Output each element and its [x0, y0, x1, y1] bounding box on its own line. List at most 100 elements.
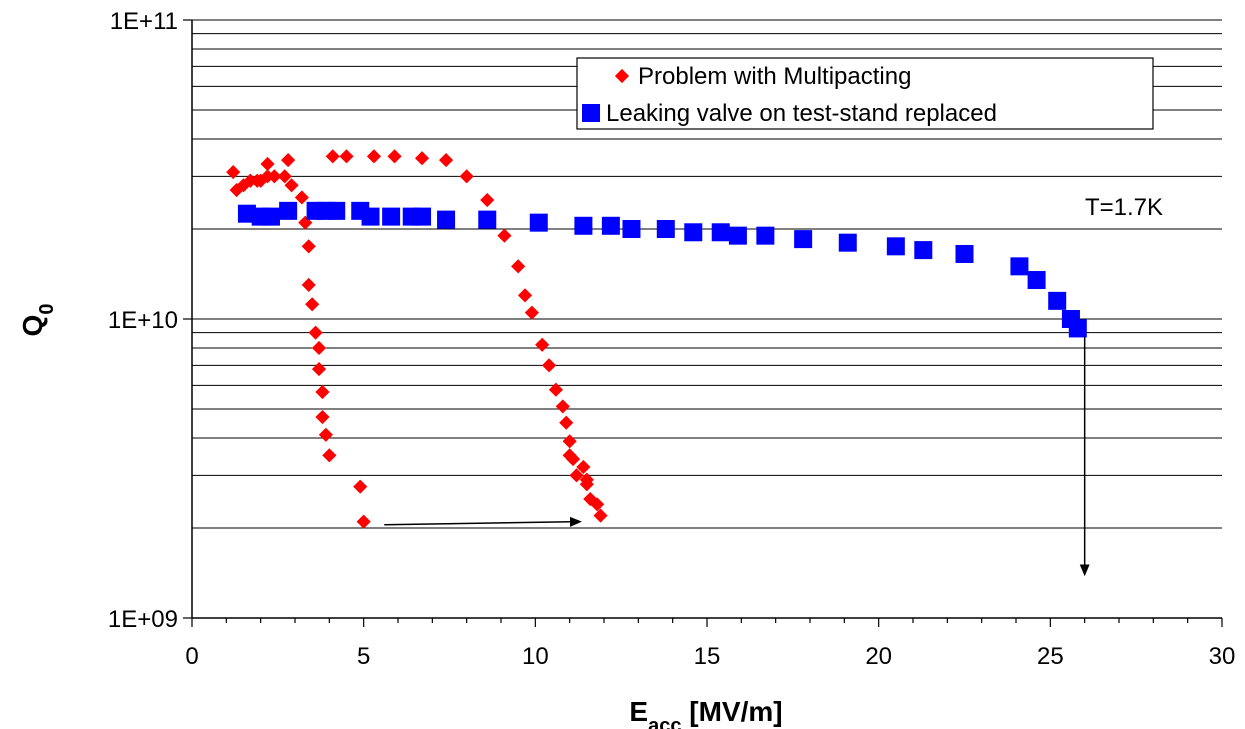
data-point-square [1048, 291, 1067, 310]
data-point-diamond [305, 297, 320, 312]
data-point-diamond [315, 409, 330, 425]
x-tick-label: 30 [1209, 643, 1236, 670]
data-point-square [955, 244, 974, 263]
data-point-diamond [497, 228, 512, 243]
data-point-square [1068, 319, 1087, 338]
data-point-diamond [353, 479, 368, 494]
data-point-diamond [562, 448, 577, 463]
x-tick-label: 5 [357, 643, 370, 670]
data-point-diamond [459, 169, 474, 184]
data-point-square [684, 223, 703, 242]
legend-item-leaking-valve: Leaking valve on test-stand replaced [582, 100, 997, 127]
data-point-diamond [284, 178, 299, 193]
data-point-diamond [308, 325, 323, 340]
data-point-square [1027, 271, 1046, 290]
y-tick-label: 1E+10 [108, 307, 178, 334]
data-point-square [574, 216, 593, 235]
x-tick-label: 0 [185, 643, 198, 670]
data-point-diamond [562, 434, 577, 449]
x-tick-label: 15 [694, 643, 721, 670]
data-point-diamond [277, 169, 292, 184]
data-point-diamond [541, 358, 557, 373]
data-point-square [622, 219, 641, 238]
legend-marker-diamond [614, 68, 630, 84]
x-tick-label: 10 [522, 643, 549, 670]
legend-label-leaking-valve: Leaking valve on test-stand replaced [606, 100, 997, 127]
arrow [384, 516, 582, 527]
data-point-square [914, 241, 933, 260]
data-point-diamond [590, 497, 605, 512]
y-tick-label: 1E+09 [108, 606, 178, 633]
arrows-layer [384, 337, 1090, 577]
series-layer [226, 149, 1087, 529]
data-point-diamond [366, 149, 382, 164]
data-point-square [756, 226, 775, 245]
data-point-diamond [576, 459, 591, 475]
data-point-diamond [356, 514, 371, 529]
data-point-diamond [267, 169, 282, 184]
data-point-diamond [579, 477, 594, 492]
data-point-diamond [387, 149, 402, 164]
y-tick-labels: 1E+09 1E+10 1E+11 [108, 8, 178, 633]
x-tick-label: 25 [1037, 643, 1064, 670]
data-point-square [413, 207, 432, 226]
data-point-square [361, 207, 380, 226]
data-point-diamond [311, 340, 327, 356]
data-point-diamond [593, 508, 608, 523]
data-point-diamond [559, 415, 574, 430]
data-point-diamond [524, 305, 539, 320]
data-point-square [656, 219, 675, 238]
data-point-diamond [555, 399, 570, 414]
data-point-square [711, 223, 730, 242]
x-tick-label: 20 [865, 643, 892, 670]
legend-box [576, 57, 1154, 130]
data-point-square [382, 207, 401, 226]
y-tick-label: 1E+11 [110, 8, 178, 35]
data-point-square [794, 230, 813, 249]
data-point-square [529, 213, 548, 232]
data-point-square [601, 216, 620, 235]
data-point-diamond [322, 448, 337, 463]
data-point-diamond [438, 153, 454, 168]
series-0 [226, 149, 608, 529]
x-tick-labels: 0 5 10 15 20 25 30 [185, 643, 1235, 670]
data-point-square [728, 226, 747, 245]
legend-label-multipacting: Problem with Multipacting [638, 63, 911, 90]
data-point-diamond [569, 468, 584, 483]
data-point-diamond [315, 384, 330, 400]
data-point-diamond [226, 165, 241, 180]
axes [183, 19, 1223, 627]
data-point-diamond [260, 156, 275, 172]
legend: Problem with Multipacting Leaking valve … [576, 57, 1154, 130]
data-point-diamond [318, 427, 333, 442]
legend-item-multipacting: Problem with Multipacting [614, 63, 911, 90]
data-point-diamond [281, 153, 296, 168]
data-point-diamond [535, 337, 550, 352]
data-point-diamond [548, 382, 564, 397]
series-1 [237, 201, 1087, 338]
data-point-square [327, 201, 346, 220]
data-point-square [478, 210, 497, 229]
y-axis-title: Q0 [17, 304, 58, 337]
data-point-square [279, 201, 298, 220]
data-point-square [886, 237, 905, 256]
legend-marker-square [582, 104, 600, 122]
data-point-diamond [339, 149, 354, 164]
data-point-diamond [301, 239, 316, 254]
temperature-annotation: T=1.7K [1085, 194, 1163, 221]
data-point-diamond [480, 192, 495, 208]
data-point-diamond [517, 288, 533, 303]
data-point-diamond [325, 149, 340, 164]
data-point-square [838, 233, 857, 252]
data-point-diamond [414, 151, 430, 166]
data-point-square [1010, 257, 1029, 276]
data-point-diamond [311, 362, 327, 377]
data-point-diamond [301, 277, 316, 293]
x-axis-title: Eacc [MV/m] [629, 696, 782, 729]
data-point-diamond [511, 259, 526, 274]
data-point-diamond [294, 190, 309, 205]
data-point-square [261, 207, 280, 226]
data-point-square [437, 210, 456, 229]
data-point-square [237, 204, 256, 223]
